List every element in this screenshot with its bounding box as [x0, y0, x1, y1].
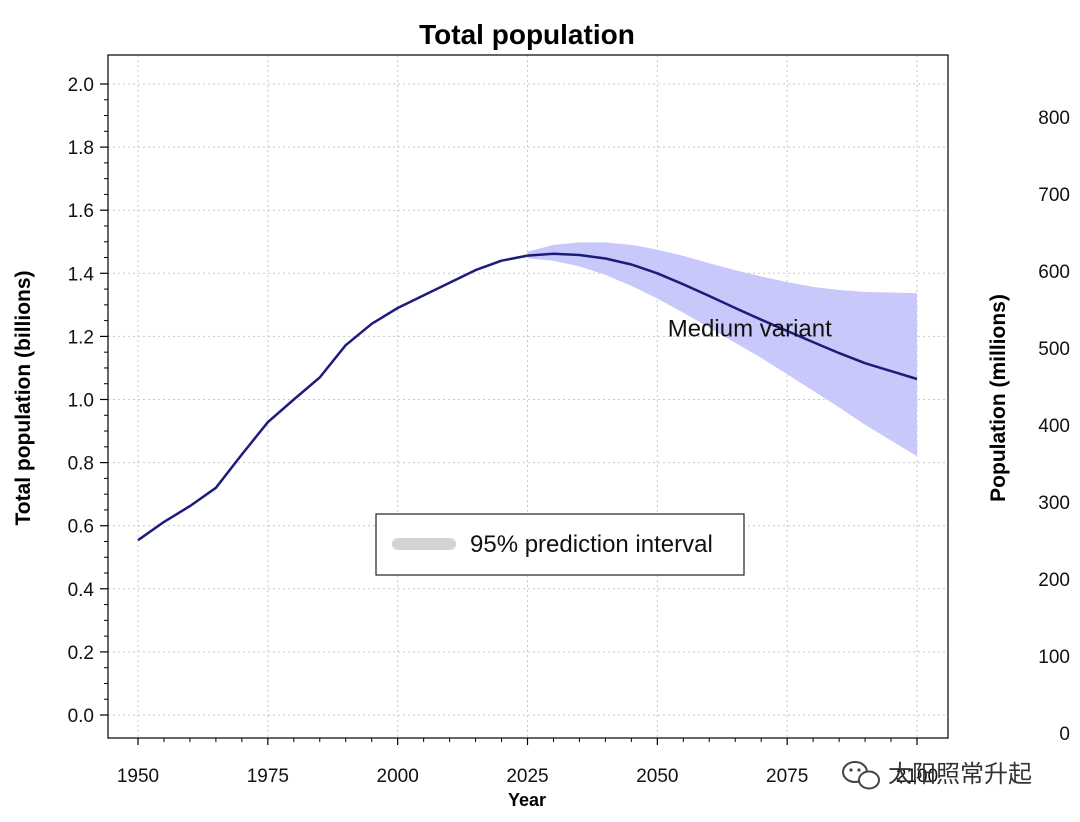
y2-tick-label: 100	[1038, 647, 1070, 668]
y-tick-label: 1.8	[68, 138, 94, 159]
x-tick-label: 2025	[506, 766, 548, 787]
y-axis: 0.0 0.2 0.4 0.6 0.8 1.0 1.2 1.4 1.6 1.8 2.0	[68, 75, 108, 727]
y-tick-label: 2.0	[68, 75, 94, 96]
legend: 95% prediction interval	[375, 513, 745, 576]
y2-tick-label: 700	[1038, 185, 1070, 206]
y-tick-label: 1.0	[68, 391, 94, 412]
y-tick-label: 0.0	[68, 706, 94, 727]
y-tick-label: 0.2	[68, 643, 94, 664]
y2-tick-label: 800	[1038, 108, 1070, 129]
y2-tick-label: 300	[1038, 493, 1070, 514]
y-tick-label: 1.6	[68, 201, 94, 222]
x-tick-label: 1975	[247, 766, 289, 787]
prediction-interval-band	[527, 242, 917, 457]
y2-tick-label: 600	[1038, 262, 1070, 283]
legend-label: 95% prediction interval	[470, 531, 713, 558]
y-tick-label: 0.6	[68, 517, 94, 538]
y2-axis: 0 100 200 300 400 500 600 700 800	[1038, 108, 1070, 745]
y2-tick-label: 200	[1038, 570, 1070, 591]
y2-tick-label: 0	[1059, 724, 1070, 745]
wechat-icon	[842, 761, 880, 790]
x-axis: 1950 1975 2000 2025 2050 2075 2100	[117, 738, 938, 787]
y2-tick-label: 400	[1038, 416, 1070, 437]
y-tick-label: 1.4	[68, 264, 95, 285]
chart-title: Total population	[419, 19, 635, 50]
watermark-text: 太阳照常升起	[888, 760, 1032, 788]
y-tick-label: 0.4	[68, 580, 95, 601]
x-tick-label: 2075	[766, 766, 808, 787]
x-tick-label: 2050	[636, 766, 678, 787]
y2-axis-title: Population (millions)	[987, 294, 1010, 502]
x-tick-label: 1950	[117, 766, 159, 787]
y2-tick-label: 500	[1038, 339, 1070, 360]
y-tick-label: 0.8	[68, 454, 94, 475]
x-tick-label: 2000	[377, 766, 419, 787]
watermark: 太阳照常升起	[842, 760, 1032, 790]
y-axis-title: Total population (billions)	[12, 270, 35, 525]
x-axis-title: Year	[508, 790, 546, 810]
x-tick-label: 2100	[896, 766, 938, 787]
medium-variant-annotation: Medium variant	[668, 315, 832, 342]
medium-variant-line	[137, 252, 918, 542]
y-tick-label: 1.2	[68, 327, 94, 348]
